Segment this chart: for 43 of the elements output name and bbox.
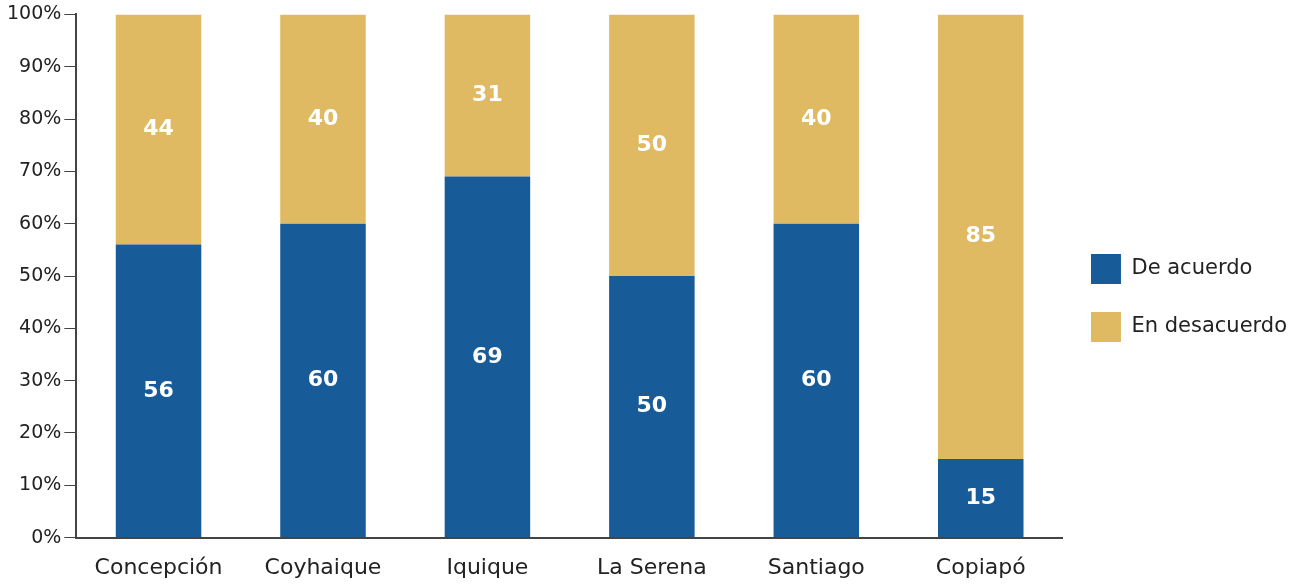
y-tick-label: 60%: [19, 210, 62, 233]
legend-label: En desacuerdo: [1131, 313, 1287, 338]
bar: [280, 14, 366, 224]
x-tick-label: Copiapó: [935, 553, 1026, 579]
y-tick-label: 40%: [19, 315, 62, 338]
data-label: 40: [307, 104, 339, 130]
data-label: 50: [636, 392, 668, 418]
data-label: 50: [636, 130, 668, 156]
data-label: 60: [307, 366, 339, 392]
bar: [937, 459, 1024, 538]
data-label: 44: [143, 115, 174, 141]
legend-label: De acuerdo: [1131, 255, 1253, 280]
y-tick-label: 20%: [19, 419, 62, 442]
bar: [444, 14, 531, 177]
x-tick-label: La Serena: [596, 553, 707, 579]
y-tick-label: 80%: [19, 105, 62, 128]
y-tick-label: 10%: [19, 472, 62, 495]
bar: [937, 14, 1024, 460]
bar: [773, 14, 860, 224]
x-tick-label: Concepción: [94, 553, 223, 579]
y-tick-label: 0%: [31, 524, 62, 547]
x-tick-label: Santiago: [767, 553, 865, 579]
x-tick-label: Iquique: [446, 553, 529, 579]
data-label: 69: [472, 342, 503, 368]
y-tick-label: 90%: [19, 53, 62, 76]
bar: [115, 244, 202, 538]
data-label: 85: [965, 222, 997, 248]
bar: [609, 14, 695, 276]
y-tick-label: 50%: [19, 262, 62, 285]
y-tick-label: 100%: [6, 1, 62, 24]
data-label: 15: [965, 483, 997, 509]
data-label: 31: [472, 81, 503, 107]
data-label: 60: [800, 366, 832, 392]
bar: [115, 14, 202, 245]
y-tick-label: 70%: [19, 158, 62, 181]
bar: [444, 176, 531, 538]
data-label: 40: [800, 104, 832, 130]
y-tick-label: 30%: [19, 367, 62, 390]
bar: [773, 223, 860, 538]
bar: [280, 223, 366, 538]
bar: [609, 276, 695, 538]
x-tick-label: Coyhaique: [264, 553, 382, 579]
data-label: 56: [143, 376, 174, 402]
